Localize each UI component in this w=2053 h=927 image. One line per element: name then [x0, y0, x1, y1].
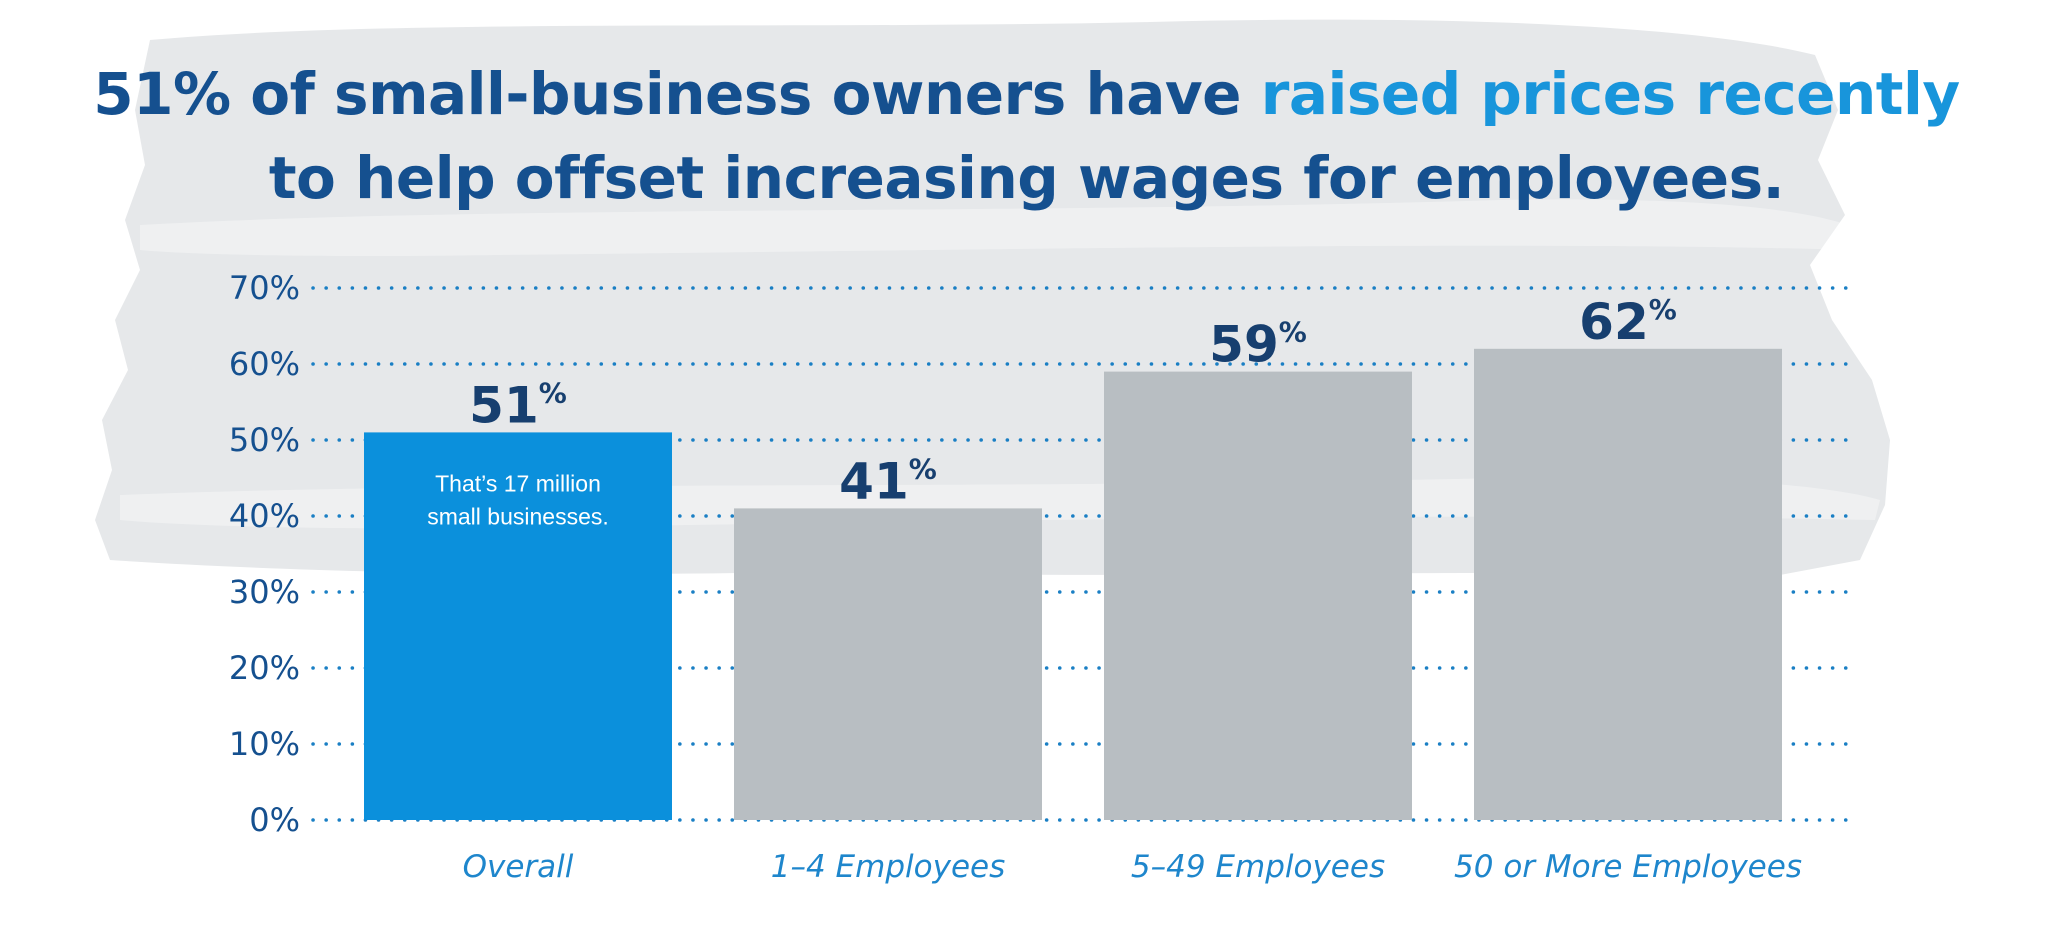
y-axis-ticks: 0% 10% 20% 30% 40% 50% 60% 70% [229, 269, 300, 839]
y-tick-label: 60% [229, 345, 300, 383]
category-label: 5–49 Employees [1131, 849, 1385, 885]
y-tick-label: 0% [249, 801, 300, 839]
value-label: 62% [1579, 293, 1677, 351]
chart-title: 51% of small-business owners have raised… [0, 52, 2053, 220]
y-tick-label: 20% [229, 649, 300, 687]
category-labels: Overall 1–4 Employees 5–49 Employees 50 or … [463, 849, 1802, 885]
value-label: 51% [469, 376, 567, 434]
annotation-line: small businesses. [427, 503, 609, 529]
value-labels: 51% 41% 59% 62% [469, 293, 1677, 511]
bars [364, 348, 1782, 820]
y-tick-label: 40% [229, 497, 300, 535]
y-tick-label: 70% [229, 269, 300, 307]
title-highlight: raised prices recently [1260, 60, 1961, 128]
category-label: 1–4 Employees [771, 849, 1005, 885]
bar [1104, 371, 1412, 820]
bar-annotation: That’s 17 million small businesses. [427, 470, 609, 529]
title-part1: 51% of small-business owners have [93, 60, 1261, 128]
bar [734, 508, 1042, 820]
bar [364, 432, 672, 820]
value-label: 41% [839, 452, 937, 510]
bar [1474, 348, 1782, 820]
y-tick-label: 30% [229, 573, 300, 611]
value-label: 59% [1209, 316, 1307, 374]
annotation-line: That’s 17 million [435, 470, 601, 496]
y-tick-label: 10% [229, 725, 300, 763]
category-label: Overall [463, 849, 574, 885]
y-tick-label: 50% [229, 421, 300, 459]
category-label: 50 or More Employees [1454, 849, 1802, 885]
title-part2: to help offset increasing wages for empl… [268, 144, 1785, 212]
